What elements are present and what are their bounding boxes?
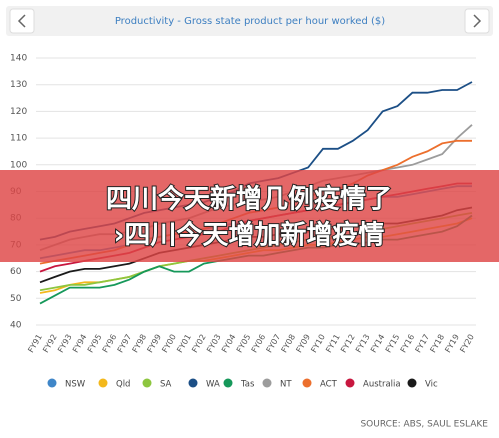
y-tick-label: 110 bbox=[10, 134, 27, 144]
y-tick-label: 50 bbox=[10, 294, 22, 304]
x-tick-label: FY07 bbox=[265, 333, 283, 355]
x-tick-label: FY99 bbox=[145, 333, 163, 355]
legend-swatch bbox=[262, 378, 272, 388]
x-tick-label: FY05 bbox=[235, 333, 253, 355]
y-tick-label: 100 bbox=[10, 160, 27, 170]
legend-swatch bbox=[223, 378, 233, 388]
x-tick-label: FY11 bbox=[324, 333, 342, 355]
legend-swatch bbox=[98, 378, 108, 388]
source: SOURCE: ABS, SAUL ESLAKE bbox=[360, 420, 488, 430]
x-tick-label: FY15 bbox=[384, 333, 402, 355]
x-tick-label: FY94 bbox=[71, 333, 89, 355]
x-tick-label: FY19 bbox=[443, 333, 461, 355]
x-tick-label: FY91 bbox=[26, 333, 44, 355]
x-tick-label: FY04 bbox=[220, 333, 238, 355]
x-tick-label: FY13 bbox=[354, 333, 372, 355]
next-button[interactable] bbox=[464, 8, 490, 34]
legend-swatch bbox=[47, 378, 57, 388]
x-tick-label: FY98 bbox=[131, 333, 149, 355]
legend-label: NSW bbox=[65, 380, 86, 390]
x-tick-label: FY06 bbox=[250, 333, 268, 355]
x-tick-label: FY17 bbox=[414, 333, 432, 355]
legend-swatch bbox=[407, 378, 417, 388]
next-icon bbox=[473, 14, 482, 28]
x-tick-label: FY97 bbox=[116, 333, 134, 355]
legend-label: Vic bbox=[425, 380, 438, 390]
x-tick-label: FY09 bbox=[294, 333, 312, 355]
x-tick-label: FY03 bbox=[205, 333, 223, 355]
x-tick-label: FY93 bbox=[56, 333, 74, 355]
y-tick-label: 120 bbox=[10, 107, 27, 117]
legend-label: NT bbox=[280, 380, 292, 390]
legend-label: Tas bbox=[240, 380, 255, 390]
legend-swatch bbox=[142, 378, 152, 388]
x-tick-label: FY02 bbox=[190, 333, 208, 355]
x-tick-label: FY20 bbox=[458, 333, 476, 355]
prev-button[interactable] bbox=[9, 8, 35, 34]
y-tick-label: 140 bbox=[10, 54, 27, 64]
legend-label: Qld bbox=[116, 380, 130, 390]
prev-icon bbox=[17, 14, 26, 28]
x-tick-label: FY96 bbox=[101, 333, 119, 355]
x-tick-label: FY18 bbox=[428, 333, 446, 355]
legend-label: Australia bbox=[363, 380, 401, 390]
overlay-banner bbox=[0, 170, 499, 262]
x-tick-label: FY16 bbox=[399, 333, 417, 355]
x-tick-label: FY00 bbox=[160, 333, 178, 355]
x-tick-label: FY92 bbox=[41, 333, 59, 355]
legend-swatch bbox=[188, 378, 198, 388]
legend-swatch bbox=[345, 378, 355, 388]
legend-label: ACT bbox=[320, 380, 338, 390]
y-tick-label: 40 bbox=[10, 321, 22, 331]
x-tick-label: FY10 bbox=[309, 333, 327, 355]
y-tick-label: 60 bbox=[10, 267, 22, 277]
x-tick-label: FY95 bbox=[86, 333, 104, 355]
overlay-text: ›四川今天增加新增疫情 bbox=[114, 220, 385, 251]
x-tick-label: FY01 bbox=[175, 333, 193, 355]
x-tick-label: FY08 bbox=[280, 333, 298, 355]
legend-label: WA bbox=[206, 380, 220, 390]
x-tick-label: FY14 bbox=[369, 333, 387, 355]
overlay-text: 四川今天新增几例疫情了 bbox=[106, 184, 392, 215]
header-bar bbox=[6, 6, 493, 36]
x-tick-label: FY12 bbox=[339, 333, 357, 355]
legend-label: SA bbox=[160, 380, 172, 390]
chart-title: Productivity - Gross state product per h… bbox=[115, 16, 385, 27]
legend-swatch bbox=[302, 378, 312, 388]
y-tick-label: 130 bbox=[10, 80, 27, 90]
